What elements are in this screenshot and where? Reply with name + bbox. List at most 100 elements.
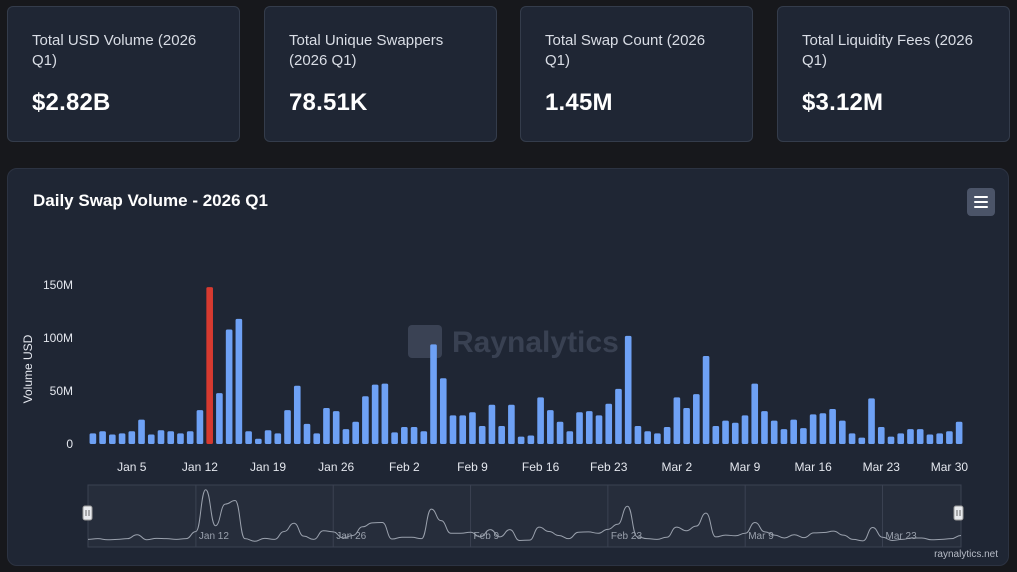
bar[interactable] — [673, 397, 681, 444]
bar[interactable] — [459, 415, 467, 444]
bar[interactable] — [391, 432, 398, 444]
bar[interactable] — [615, 388, 622, 444]
bar[interactable] — [235, 318, 243, 444]
bar[interactable] — [936, 433, 943, 444]
bar[interactable] — [761, 411, 768, 444]
bar[interactable] — [683, 407, 690, 444]
bar[interactable] — [916, 429, 924, 444]
navigator-handle-right[interactable] — [953, 505, 964, 521]
bar[interactable] — [196, 410, 204, 444]
bar[interactable] — [313, 433, 321, 444]
bar[interactable] — [751, 383, 759, 444]
bar[interactable] — [323, 407, 330, 444]
bar[interactable] — [868, 398, 875, 444]
bar[interactable] — [595, 415, 603, 444]
bar[interactable] — [537, 397, 544, 444]
bar[interactable] — [547, 410, 554, 444]
y-tick-label: 100M — [43, 331, 73, 345]
bar[interactable] — [488, 404, 496, 444]
bar[interactable] — [722, 420, 729, 444]
bar[interactable] — [585, 411, 593, 444]
bar[interactable] — [352, 421, 359, 444]
bar[interactable] — [829, 409, 836, 444]
bar[interactable] — [381, 383, 389, 444]
bar[interactable] — [926, 434, 934, 444]
bar[interactable] — [284, 410, 291, 444]
watermark: Raynalytics — [408, 325, 619, 359]
bar[interactable] — [819, 413, 827, 444]
bar[interactable] — [517, 436, 525, 444]
bar[interactable] — [177, 433, 184, 444]
bar[interactable] — [858, 437, 866, 444]
bar[interactable] — [332, 411, 340, 444]
bar[interactable] — [89, 433, 97, 444]
bar[interactable] — [128, 431, 136, 444]
bar[interactable] — [157, 430, 165, 444]
bar[interactable] — [362, 396, 369, 444]
bar[interactable] — [955, 421, 963, 444]
bar[interactable] — [255, 438, 262, 444]
bar[interactable] — [946, 431, 953, 444]
bar[interactable] — [663, 427, 671, 444]
bar[interactable] — [430, 344, 437, 444]
bar[interactable] — [147, 434, 155, 444]
bar[interactable] — [654, 433, 661, 444]
bar[interactable] — [907, 429, 914, 444]
bar[interactable] — [186, 431, 194, 444]
bar[interactable] — [576, 412, 583, 444]
x-tick-label: Jan 5 — [117, 460, 147, 474]
bar[interactable] — [264, 430, 272, 444]
bar[interactable] — [303, 423, 311, 444]
bar[interactable] — [731, 422, 739, 444]
bar[interactable] — [790, 419, 797, 444]
bar[interactable] — [887, 436, 895, 444]
bar[interactable] — [206, 287, 213, 444]
chart-menu-button[interactable] — [967, 188, 995, 216]
bar[interactable] — [839, 420, 846, 444]
bar[interactable] — [566, 431, 574, 444]
bar[interactable] — [371, 384, 379, 444]
bar[interactable] — [741, 415, 749, 444]
bar[interactable] — [225, 329, 233, 444]
bar[interactable] — [274, 433, 282, 444]
bar[interactable] — [167, 431, 175, 444]
navigator-series-line — [87, 489, 962, 542]
bar[interactable] — [439, 378, 447, 444]
navigator-handle-left[interactable] — [82, 505, 93, 521]
bar[interactable] — [624, 335, 632, 444]
bar[interactable] — [848, 433, 856, 444]
bar[interactable] — [634, 425, 642, 444]
bar[interactable] — [469, 412, 476, 444]
bar[interactable] — [877, 427, 885, 444]
bar[interactable] — [293, 385, 301, 444]
bar[interactable] — [897, 433, 905, 444]
bar[interactable] — [118, 433, 126, 444]
bar[interactable] — [508, 404, 515, 444]
bar[interactable] — [498, 425, 505, 444]
bar[interactable] — [693, 394, 700, 444]
bar[interactable] — [138, 419, 145, 444]
bar[interactable] — [605, 403, 613, 444]
bar[interactable] — [644, 431, 651, 444]
bar[interactable] — [216, 393, 223, 444]
bar[interactable] — [342, 429, 350, 444]
bar[interactable] — [99, 431, 106, 444]
bar[interactable] — [800, 428, 807, 444]
bar[interactable] — [420, 431, 428, 444]
bar[interactable] — [478, 425, 486, 444]
bar[interactable] — [401, 427, 408, 444]
bar[interactable] — [809, 414, 817, 444]
bar[interactable] — [109, 434, 116, 444]
bar[interactable] — [449, 415, 457, 444]
bar[interactable] — [556, 421, 564, 444]
bar[interactable] — [410, 427, 418, 444]
stat-card-label: Total USD Volume (2026 Q1) — [32, 32, 197, 69]
navigator[interactable]: Jan 12 Jan 26 Feb 9 Feb 23 Mar 9 Mar 23 — [82, 484, 964, 548]
bar[interactable] — [245, 431, 252, 444]
bar[interactable] — [702, 356, 710, 444]
bar[interactable] — [770, 420, 778, 444]
bar[interactable] — [712, 425, 720, 444]
bar[interactable] — [527, 435, 535, 444]
bar-chart: Raynalytics 0 50M 100M 150M Volume USD Jan … — [21, 278, 968, 548]
bar[interactable] — [780, 429, 788, 444]
